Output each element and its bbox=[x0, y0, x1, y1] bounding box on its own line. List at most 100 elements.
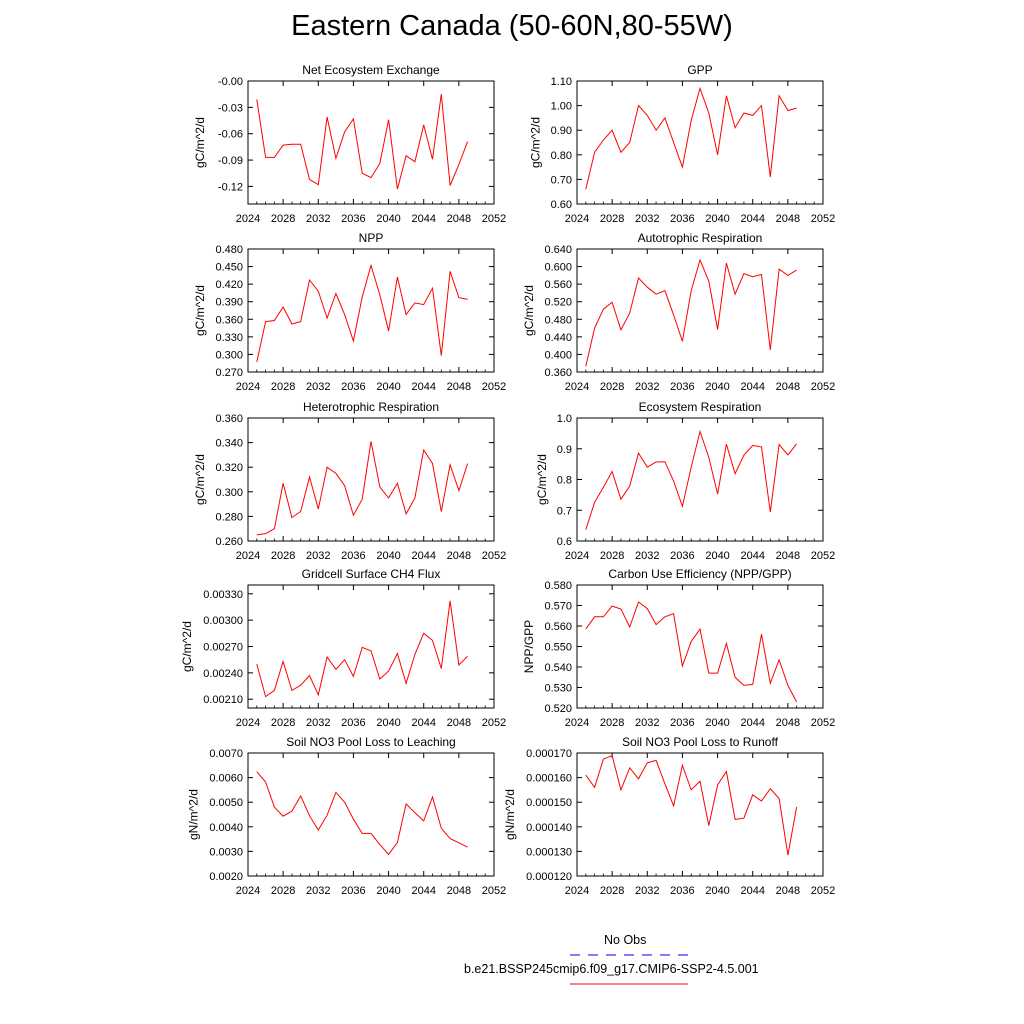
y-axis-label: gC/m^2/d bbox=[193, 454, 207, 505]
series-line bbox=[585, 258, 797, 367]
plot-frame bbox=[247, 584, 495, 709]
y-tick-label: 0.440 bbox=[544, 332, 572, 344]
y-tick-label: 0.80 bbox=[551, 150, 572, 162]
x-tick-label: 2028 bbox=[271, 381, 295, 393]
panel-title: Carbon Use Efficiency (NPP/GPP) bbox=[608, 567, 791, 581]
x-tick-label: 2028 bbox=[271, 550, 295, 562]
series-line bbox=[585, 601, 798, 703]
y-tick-label: 0.0050 bbox=[209, 797, 243, 809]
y-tick-label: 0.520 bbox=[544, 297, 572, 309]
y-axis-label: gC/m^2/d bbox=[535, 454, 549, 505]
series-line bbox=[585, 86, 797, 190]
x-tick-label: 2044 bbox=[740, 381, 764, 393]
x-tick-label: 2040 bbox=[705, 550, 729, 562]
x-tick-label: 2036 bbox=[670, 381, 694, 393]
x-tick-label: 2052 bbox=[811, 717, 835, 729]
y-tick-label: 1.00 bbox=[551, 101, 572, 113]
y-tick-label: 0.480 bbox=[544, 314, 572, 326]
y-tick-label: 0.000120 bbox=[526, 871, 572, 883]
legend: No Obs b.e21.BSSP245cmip6.f09_g17.CMIP6-… bbox=[0, 928, 1024, 988]
x-tick-label: 2048 bbox=[447, 885, 471, 897]
x-tick-label: 2036 bbox=[341, 717, 365, 729]
y-tick-label: 0.90 bbox=[551, 125, 572, 137]
panel-1: Net Ecosystem Exchange 2024 2028 2032 2036 20… bbox=[193, 63, 506, 225]
y-tick-label: 0.400 bbox=[544, 349, 572, 361]
plot-frame bbox=[576, 752, 824, 877]
panel-2: GPP 2024 2028 2032 2036 2040 2044 2048 2052 0.60 0… bbox=[528, 63, 835, 225]
x-tick-label: 2052 bbox=[811, 213, 835, 225]
y-tick-label: 0.000140 bbox=[526, 822, 572, 834]
panel-title: Autotrophic Respiration bbox=[638, 231, 763, 245]
y-tick-label: 0.330 bbox=[215, 332, 243, 344]
y-tick-label: 0.8 bbox=[557, 475, 572, 487]
panel-title: Soil NO3 Pool Loss to Leaching bbox=[286, 735, 455, 749]
y-tick-label: 0.000150 bbox=[526, 797, 572, 809]
x-tick-label: 2052 bbox=[482, 381, 506, 393]
panel-title: GPP bbox=[687, 63, 712, 77]
y-tick-label: -0.09 bbox=[218, 155, 243, 167]
y-tick-label: 0.00210 bbox=[203, 694, 243, 706]
x-tick-label: 2024 bbox=[236, 885, 260, 897]
x-tick-label: 2032 bbox=[306, 550, 330, 562]
x-tick-label: 2032 bbox=[635, 381, 659, 393]
y-tick-label: 0.60 bbox=[551, 199, 572, 211]
series-line bbox=[256, 94, 469, 190]
series-line bbox=[256, 771, 468, 856]
panel-title: Gridcell Surface CH4 Flux bbox=[302, 567, 441, 581]
panel-5: Heterotrophic Respiration 2024 2028 2032 203… bbox=[193, 400, 506, 562]
x-tick-label: 2032 bbox=[635, 550, 659, 562]
x-tick-label: 2044 bbox=[411, 885, 435, 897]
y-tick-label: 0.540 bbox=[544, 662, 572, 674]
legend-model-label: b.e21.BSSP245cmip6.f09_g17.CMIP6-SSP2-4.… bbox=[464, 962, 759, 976]
x-tick-label: 2024 bbox=[236, 550, 260, 562]
series-line bbox=[256, 263, 468, 363]
y-tick-label: 0.9 bbox=[557, 444, 572, 456]
y-tick-label: 0.300 bbox=[215, 349, 243, 361]
plot-frame bbox=[576, 248, 824, 373]
panel-title: Ecosystem Respiration bbox=[639, 400, 762, 414]
x-tick-label: 2052 bbox=[482, 885, 506, 897]
x-tick-label: 2052 bbox=[482, 717, 506, 729]
y-tick-label: 0.450 bbox=[215, 262, 243, 274]
panel-title: Heterotrophic Respiration bbox=[303, 400, 439, 414]
x-tick-label: 2040 bbox=[376, 885, 400, 897]
legend-obs-label: No Obs bbox=[604, 933, 647, 947]
legend-swatches bbox=[570, 954, 688, 985]
x-tick-label: 2040 bbox=[376, 717, 400, 729]
x-tick-label: 2040 bbox=[705, 885, 729, 897]
y-tick-label: 0.560 bbox=[544, 279, 572, 291]
x-tick-label: 2052 bbox=[482, 550, 506, 562]
series-line bbox=[585, 429, 797, 530]
plot-frame bbox=[576, 417, 824, 542]
y-tick-label: 0.280 bbox=[215, 511, 243, 523]
panel-7: Gridcell Surface CH4 Flux 2024 2028 2032 203… bbox=[180, 567, 506, 729]
x-tick-label: 2032 bbox=[306, 717, 330, 729]
x-tick-label: 2036 bbox=[341, 213, 365, 225]
y-tick-label: 0.00270 bbox=[203, 642, 243, 654]
series-line bbox=[585, 754, 798, 856]
panel-10: Soil NO3 Pool Loss to Runoff 2024 2028 2032… bbox=[503, 735, 835, 897]
y-axis-label: gN/m^2/d bbox=[187, 789, 201, 840]
panel-3: NPP 2024 2028 2032 2036 2040 2044 2048 2052 0.270… bbox=[193, 231, 506, 393]
x-tick-label: 2052 bbox=[482, 213, 506, 225]
y-axis-label: gN/m^2/d bbox=[503, 789, 517, 840]
y-tick-label: 0.640 bbox=[544, 244, 572, 256]
panel-title: NPP bbox=[359, 231, 384, 245]
panel-title: Net Ecosystem Exchange bbox=[302, 63, 440, 77]
y-tick-label: 0.270 bbox=[215, 367, 243, 379]
x-tick-label: 2032 bbox=[635, 885, 659, 897]
y-tick-label: 0.520 bbox=[544, 703, 572, 715]
y-tick-label: 0.0030 bbox=[209, 846, 243, 858]
x-tick-label: 2040 bbox=[376, 381, 400, 393]
plot-frame bbox=[576, 80, 824, 205]
x-tick-label: 2044 bbox=[740, 885, 764, 897]
x-tick-label: 2052 bbox=[811, 550, 835, 562]
x-tick-label: 2028 bbox=[600, 381, 624, 393]
x-tick-label: 2028 bbox=[271, 717, 295, 729]
y-axis-label: gC/m^2/d bbox=[522, 285, 536, 336]
y-tick-label: 0.340 bbox=[215, 438, 243, 450]
y-tick-label: 0.0070 bbox=[209, 748, 243, 760]
x-tick-label: 2024 bbox=[565, 550, 589, 562]
y-tick-label: 0.320 bbox=[215, 462, 243, 474]
